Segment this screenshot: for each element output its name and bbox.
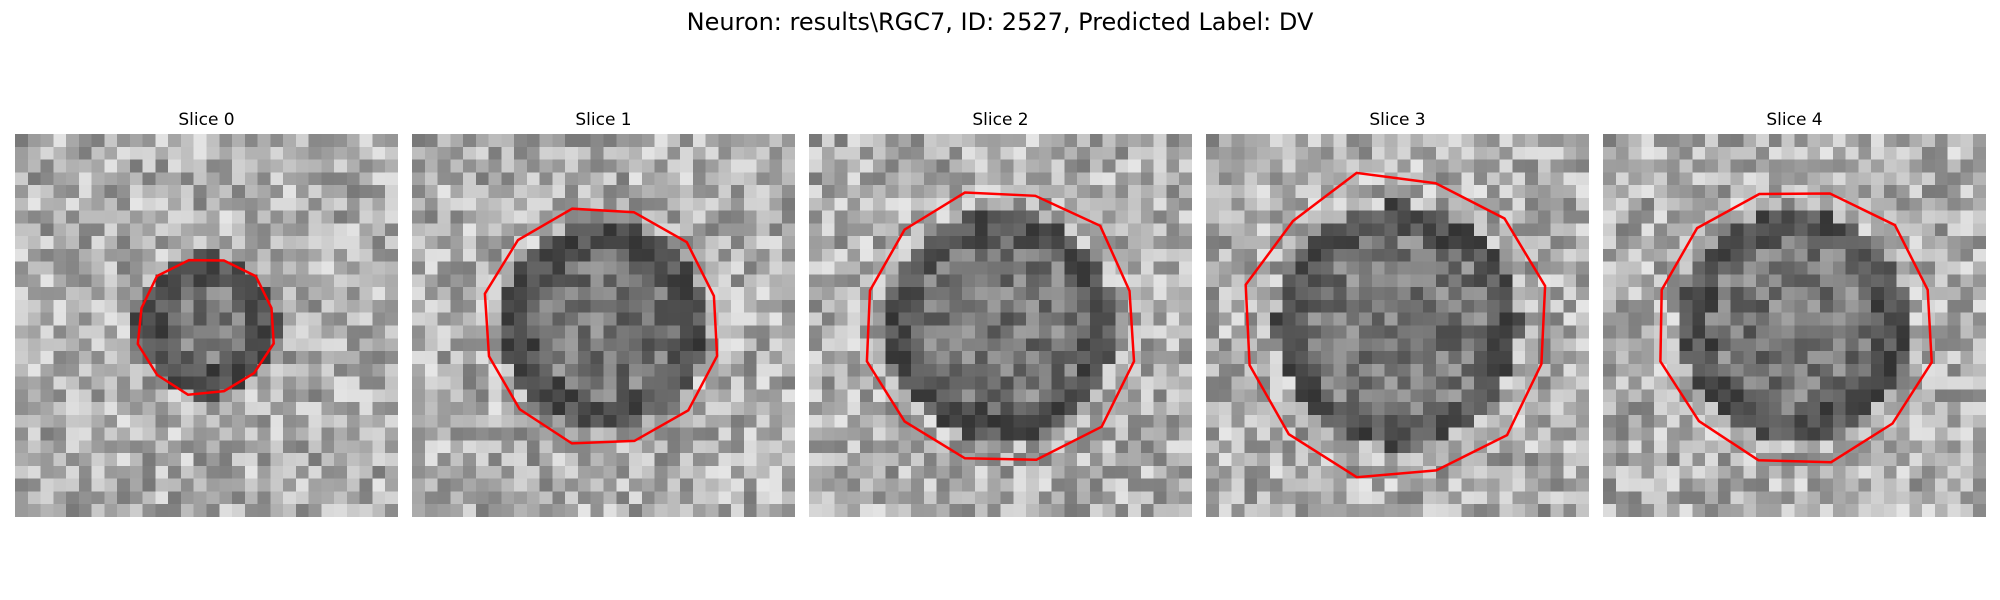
slice-panel-0: Slice 0 [15,108,398,517]
contour-overlay-0 [136,258,275,396]
slice-title-4: Slice 4 [1766,110,1823,130]
slice-title-0: Slice 0 [178,110,235,130]
slice-title-2: Slice 2 [972,110,1029,130]
segmentation-contour [483,207,719,445]
segmentation-contour [1244,171,1547,479]
slice-image-0 [15,134,398,517]
slice-panel-4: Slice 4 [1603,108,1986,517]
slice-image-4 [1603,134,1986,517]
slice-image-1 [412,134,795,517]
contour-overlay-2 [865,191,1136,461]
slice-title-1: Slice 1 [575,110,632,130]
slice-panel-3: Slice 3 [1206,108,1589,517]
figure-title: Neuron: results\RGC7, ID: 2527, Predicte… [686,8,1314,36]
contour-overlay-3 [1244,171,1547,479]
contour-overlay-1 [483,207,719,445]
slice-panel-1: Slice 1 [412,108,795,517]
slice-title-3: Slice 3 [1369,110,1426,130]
segmentation-contour [1659,192,1933,464]
slice-image-2 [809,134,1192,517]
contour-overlay-4 [1659,192,1933,464]
segmentation-contour [136,258,275,396]
segmentation-contour [865,191,1136,461]
slice-panel-2: Slice 2 [809,108,1192,517]
slice-image-3 [1206,134,1589,517]
